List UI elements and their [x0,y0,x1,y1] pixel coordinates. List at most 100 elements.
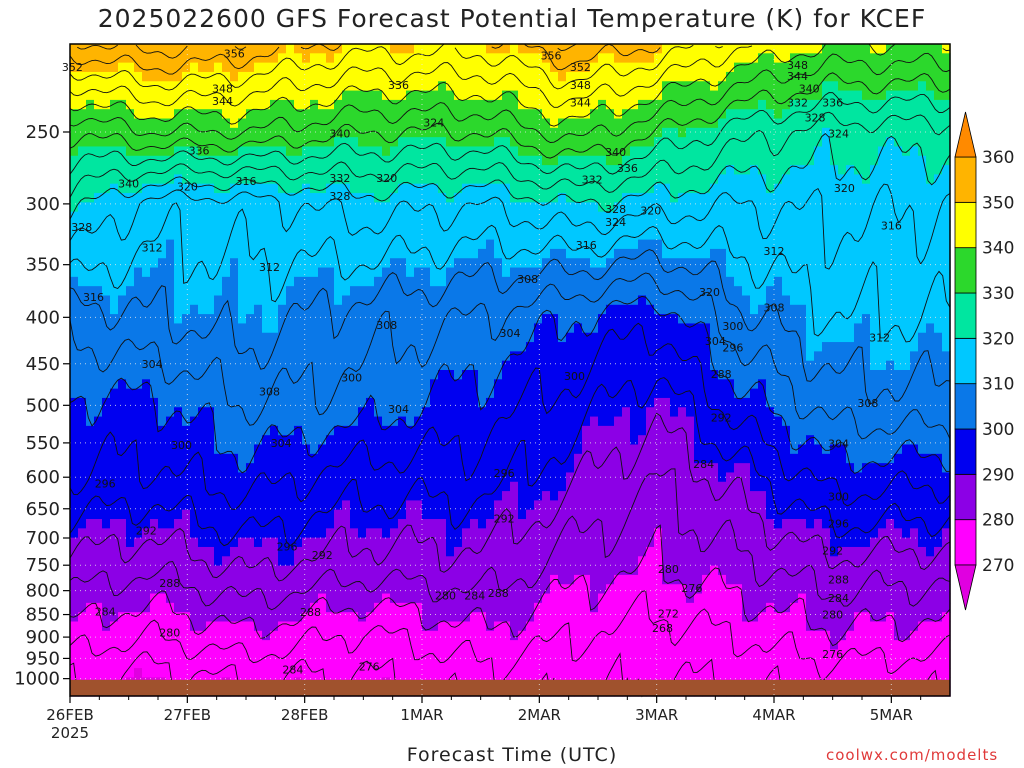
theta-cell [574,612,583,623]
theta-cell [630,491,639,501]
theta-cell [478,640,487,651]
theta-cell [214,230,223,241]
theta-cell [70,435,79,446]
theta-cell [494,276,503,287]
theta-cell [166,649,175,660]
theta-cell [374,519,383,529]
theta-cell [510,407,519,418]
theta-cell [366,546,375,557]
theta-cell [230,81,239,92]
theta-cell [78,230,87,241]
theta-cell [462,193,471,203]
theta-cell [374,370,383,380]
theta-cell [566,202,575,213]
theta-cell [246,519,255,529]
theta-cell [214,202,223,213]
theta-cell [542,509,551,520]
theta-cell [550,323,559,334]
theta-cell [102,155,111,166]
theta-cell [134,286,143,297]
theta-cell [238,630,247,641]
theta-cell [390,528,399,539]
theta-cell [318,425,327,436]
theta-cell [422,565,431,576]
theta-cell [78,304,87,315]
theta-cell [454,379,463,390]
theta-cell [454,90,463,101]
theta-cell [246,397,255,408]
theta-cell [502,174,511,185]
theta-cell [398,388,407,399]
theta-cell [582,127,591,138]
theta-cell [222,267,231,278]
theta-cell [150,276,159,287]
theta-cell [438,258,447,269]
theta-cell [78,397,87,408]
theta-cell [438,146,447,157]
theta-cell [94,183,103,194]
theta-cell [566,248,575,259]
theta-cell [86,351,95,362]
theta-cell [382,332,391,343]
theta-cell [606,621,615,632]
theta-cell [366,425,375,436]
theta-cell [382,99,391,110]
theta-cell [278,155,287,166]
theta-cell [190,62,199,73]
theta-cell [294,640,303,651]
theta-cell [350,519,359,529]
theta-cell [502,453,511,464]
theta-cell [598,546,607,557]
theta-cell [542,146,551,157]
theta-cell [310,397,319,408]
theta-cell [438,248,447,259]
theta-cell [398,630,407,641]
theta-cell [262,286,271,297]
theta-cell [206,109,215,120]
theta-cell [222,44,231,54]
theta-cell [262,481,271,492]
theta-cell [574,165,583,175]
theta-cell [374,295,383,306]
theta-cell [582,425,591,436]
theta-cell [190,127,199,138]
theta-cell [574,351,583,362]
theta-cell [302,193,311,203]
theta-cell [382,314,391,325]
theta-cell [222,565,231,576]
theta-cell [614,500,623,511]
theta-cell [366,528,375,539]
theta-cell [182,202,191,213]
theta-cell [526,546,535,557]
theta-cell [294,556,303,567]
theta-cell [574,574,583,585]
theta-cell [558,304,567,315]
theta-cell [454,174,463,185]
theta-cell [398,118,407,129]
theta-cell [534,481,543,492]
theta-cell [78,174,87,185]
theta-cell [214,593,223,604]
theta-cell [318,472,327,483]
theta-cell [166,546,175,557]
theta-cell [326,425,335,436]
theta-cell [78,90,87,101]
theta-cell [382,407,391,418]
theta-cell [294,416,303,427]
theta-cell [630,435,639,446]
theta-cell [222,397,231,408]
theta-cell [422,379,431,390]
theta-cell [502,388,511,399]
theta-cell [518,183,527,194]
theta-cell [86,44,95,54]
theta-cell [374,44,383,54]
theta-cell [374,211,383,222]
theta-cell [294,537,303,548]
theta-cell [142,118,151,129]
theta-cell [110,44,119,54]
theta-cell [606,379,615,390]
theta-cell [222,472,231,483]
theta-cell [478,258,487,269]
theta-cell [150,416,159,427]
theta-cell [310,509,319,520]
